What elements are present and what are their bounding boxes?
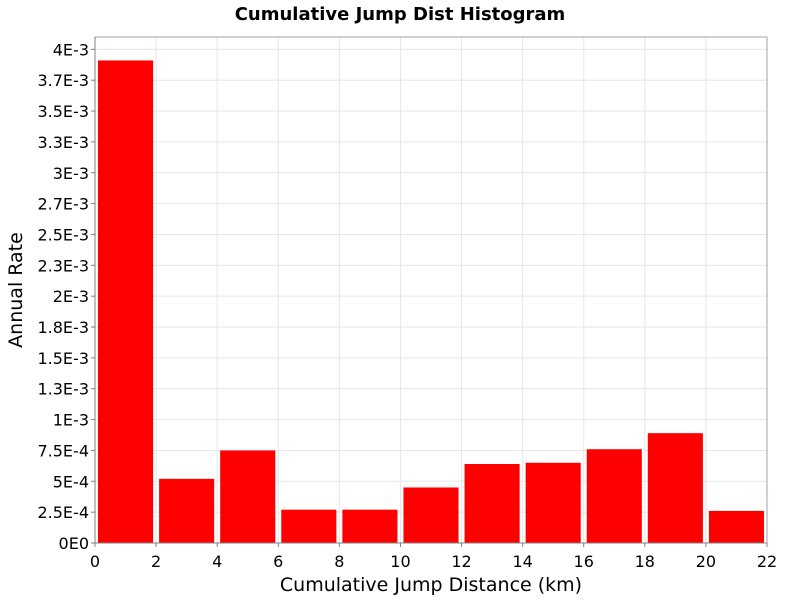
y-tick-label: 3.5E-3 (37, 102, 89, 121)
y-tick-label: 2.5E-4 (37, 503, 89, 522)
y-tick-label: 7.5E-4 (37, 441, 89, 460)
chart-title: Cumulative Jump Dist Histogram (235, 4, 566, 25)
histogram-bar-6 (464, 464, 520, 543)
x-tick-label: 4 (212, 552, 222, 571)
y-tick-label: 0E0 (59, 534, 89, 553)
histogram-bar-5 (403, 487, 459, 543)
bars-layer (98, 60, 764, 543)
histogram-bar-3 (281, 509, 337, 543)
histogram-bar-7 (525, 462, 581, 543)
y-tick-label: 1.5E-3 (37, 349, 89, 368)
x-tick-label: 8 (334, 552, 344, 571)
x-tick-label: 18 (635, 552, 655, 571)
x-tick-label: 6 (273, 552, 283, 571)
x-tick-label: 14 (512, 552, 532, 571)
axes-layer (94, 36, 768, 544)
y-tick-label: 2.5E-3 (37, 225, 89, 244)
y-tick-label: 1.8E-3 (37, 318, 89, 337)
x-tick-label: 12 (451, 552, 471, 571)
y-tick-label: 2E-3 (53, 287, 89, 306)
y-tick-label: 3.3E-3 (37, 133, 89, 152)
histogram-bar-2 (220, 450, 276, 543)
x-axis-label: Cumulative Jump Distance (km) (280, 574, 582, 596)
x-tick-label: 16 (574, 552, 594, 571)
x-tick-label: 10 (390, 552, 410, 571)
y-axis-label: Annual Rate (5, 232, 27, 348)
y-tick-label: 4E-3 (53, 40, 89, 59)
y-tick-label: 1.3E-3 (37, 380, 89, 399)
ticks-layer: 0 2 4 6 8 10 12 14 16 18 20 22 0E0 2.5E-4 5E-4 7.5E-4 1E… (37, 40, 777, 571)
y-tick-label: 5E-4 (53, 472, 89, 491)
histogram-bar-10 (708, 510, 764, 543)
y-tick-label: 2.3E-3 (37, 256, 89, 275)
histogram-bar-4 (342, 509, 398, 543)
x-tick-label: 2 (151, 552, 161, 571)
histogram-bar-8 (586, 449, 642, 543)
histogram-bar-1 (159, 478, 215, 543)
histogram-bar-0 (98, 60, 154, 543)
y-tick-label: 2.7E-3 (37, 195, 89, 214)
y-tick-label: 1E-3 (53, 411, 89, 430)
histogram-bar-9 (647, 433, 703, 543)
x-tick-label: 20 (696, 552, 716, 571)
x-tick-label: 22 (757, 552, 777, 571)
y-tick-label: 3E-3 (53, 164, 89, 183)
x-tick-label: 0 (90, 552, 100, 571)
y-tick-label: 3.7E-3 (37, 71, 89, 90)
